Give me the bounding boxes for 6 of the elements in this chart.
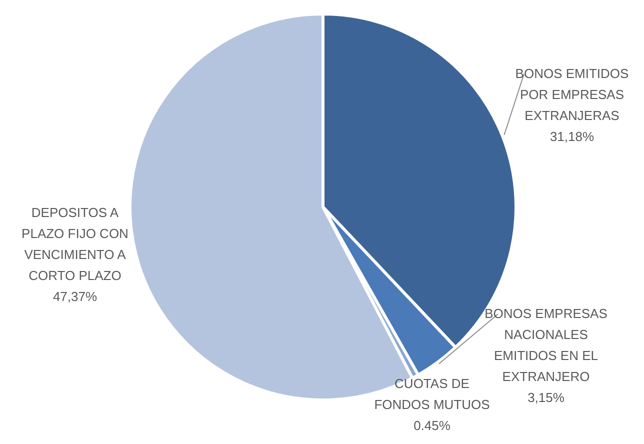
data-label: 47,37%: [52, 289, 98, 304]
data-label: 31,18%: [550, 129, 594, 144]
slice-label: DEPOSITOS A PLAZO FIJO CON VENCIMIENTO A CORTO PLAZO: [22, 205, 128, 283]
data-label: 3,15%: [528, 390, 565, 405]
slice-label: BONOS EMITIDOS POR EMPRESAS EXTRANJERAS: [515, 66, 630, 123]
data-label: 0.45%: [414, 418, 451, 433]
